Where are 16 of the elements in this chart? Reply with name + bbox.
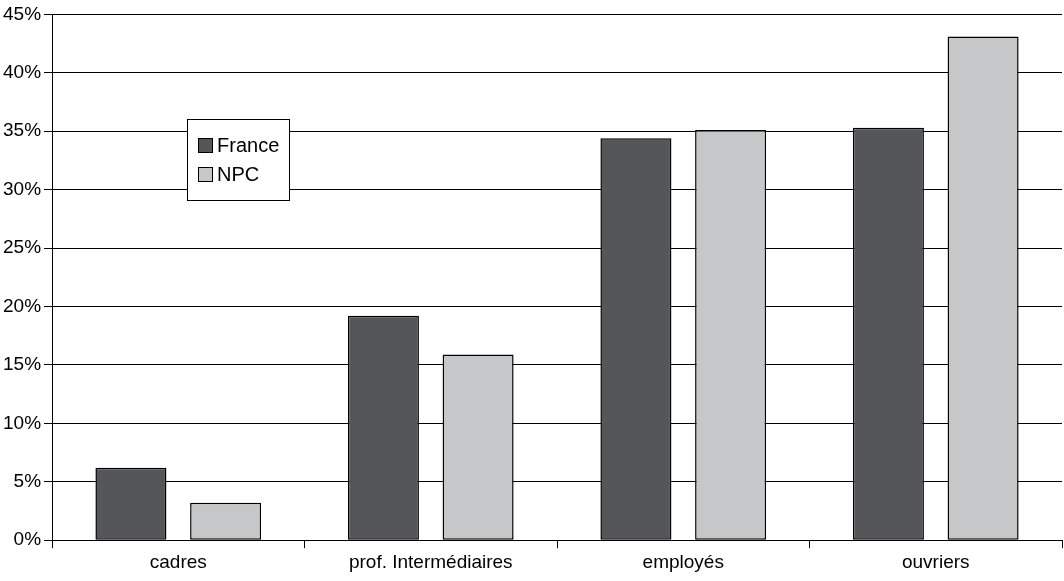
x-tick-label: cadres: [149, 550, 207, 572]
y-tick-label: 25%: [3, 236, 42, 258]
y-tick-label: 45%: [3, 2, 42, 24]
y-tick-label: 5%: [13, 470, 42, 492]
y-tick-label: 15%: [3, 353, 42, 375]
x-tick-label: employés: [642, 550, 724, 572]
legend-label: NPC: [217, 163, 260, 187]
x-tick-label: ouvriers: [901, 550, 970, 572]
y-tick-label: 40%: [3, 61, 42, 83]
x-tick-label: prof. Intermédiaires: [348, 550, 513, 572]
y-tick-label: 0%: [13, 528, 42, 550]
y-tick-label: 10%: [3, 411, 42, 433]
y-tick-label: 20%: [3, 294, 42, 316]
legend-label: France: [217, 134, 280, 158]
y-tick-label: 30%: [3, 177, 42, 199]
y-tick-label: 35%: [3, 119, 42, 141]
